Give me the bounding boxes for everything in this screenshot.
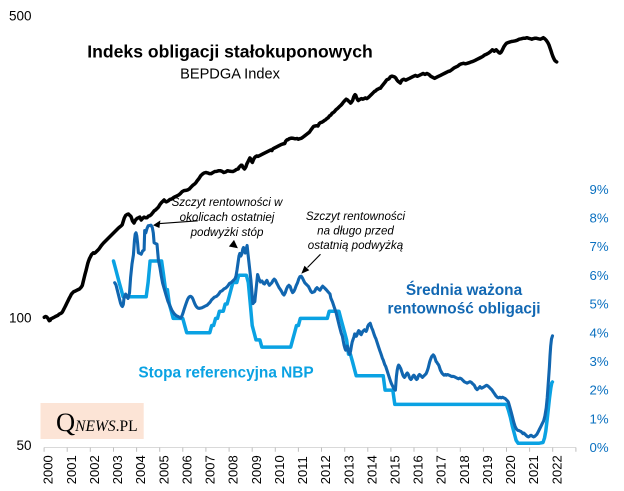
svg-text:2012: 2012 xyxy=(318,455,333,484)
svg-text:2005: 2005 xyxy=(156,455,171,484)
svg-text:Szczyt rentowności w: Szczyt rentowności w xyxy=(172,196,283,209)
svg-text:BEPDGA Index: BEPDGA Index xyxy=(180,67,280,83)
svg-text:2016: 2016 xyxy=(411,455,426,484)
svg-text:2003: 2003 xyxy=(110,455,125,484)
svg-text:3%: 3% xyxy=(590,354,609,369)
svg-text:2010: 2010 xyxy=(272,455,287,484)
svg-text:2022: 2022 xyxy=(549,455,564,484)
svg-text:ostatnią podwyżką: ostatnią podwyżką xyxy=(308,239,404,252)
svg-text:2014: 2014 xyxy=(364,455,379,484)
svg-text:6%: 6% xyxy=(590,268,609,283)
svg-text:2007: 2007 xyxy=(203,455,218,484)
svg-text:Średnia ważona: Średnia ważona xyxy=(406,281,523,299)
svg-text:2021: 2021 xyxy=(526,455,541,484)
svg-text:okolicach ostatniej: okolicach ostatniej xyxy=(180,211,275,224)
svg-text:Indeks obligacji stałokuponowy: Indeks obligacji stałokuponowych xyxy=(87,42,372,62)
svg-text:1%: 1% xyxy=(590,411,609,426)
svg-text:2018: 2018 xyxy=(457,455,472,484)
svg-text:QNEWS.PL: QNEWS.PL xyxy=(56,407,138,437)
svg-text:2%: 2% xyxy=(590,383,609,398)
svg-text:podwyżki stóp: podwyżki stóp xyxy=(190,226,264,239)
svg-text:na długo przed: na długo przed xyxy=(317,225,394,238)
svg-text:2020: 2020 xyxy=(503,455,518,484)
svg-text:9%: 9% xyxy=(590,182,609,197)
svg-text:500: 500 xyxy=(9,8,32,23)
svg-text:2004: 2004 xyxy=(133,455,148,484)
svg-text:2002: 2002 xyxy=(87,455,102,484)
svg-text:5%: 5% xyxy=(590,297,609,312)
svg-text:7%: 7% xyxy=(590,239,609,254)
svg-text:rentowność obligacji: rentowność obligacji xyxy=(387,301,540,318)
svg-text:2006: 2006 xyxy=(179,455,194,484)
svg-text:2008: 2008 xyxy=(226,455,241,484)
svg-text:Szczyt rentowności: Szczyt rentowności xyxy=(306,210,406,223)
svg-text:2015: 2015 xyxy=(388,455,403,484)
svg-text:100: 100 xyxy=(9,311,32,326)
svg-text:0%: 0% xyxy=(590,440,609,455)
svg-text:2000: 2000 xyxy=(41,455,56,484)
svg-text:2019: 2019 xyxy=(480,455,495,484)
svg-text:50: 50 xyxy=(16,438,31,453)
svg-text:2013: 2013 xyxy=(341,455,356,484)
svg-text:8%: 8% xyxy=(590,211,609,226)
svg-text:Stopa referencyjna NBP: Stopa referencyjna NBP xyxy=(138,365,313,382)
svg-text:2001: 2001 xyxy=(64,455,79,484)
svg-text:4%: 4% xyxy=(590,325,609,340)
svg-text:2017: 2017 xyxy=(434,455,449,484)
svg-text:2009: 2009 xyxy=(249,455,264,484)
svg-text:2011: 2011 xyxy=(295,456,310,484)
